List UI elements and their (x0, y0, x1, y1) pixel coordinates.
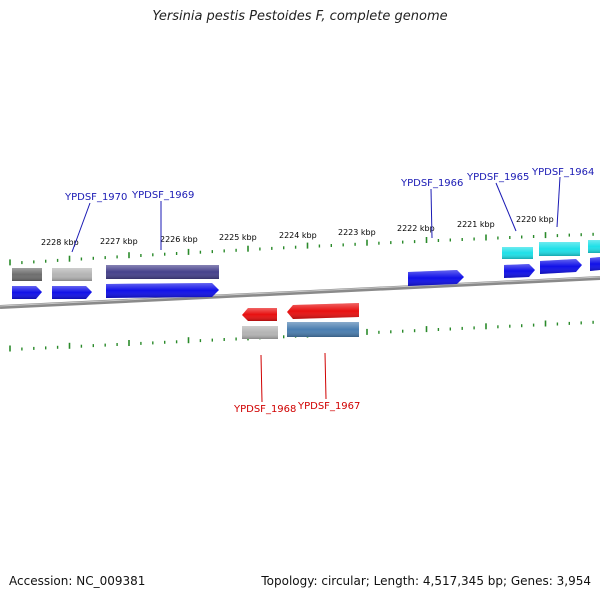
reverse-label-leaders (260, 352, 327, 403)
scale-label: 2221 kbp (457, 220, 495, 229)
outer-tick-ring (9, 232, 594, 266)
gene-label-YPDSF_1970[interactable]: YPDSF_1970 (64, 192, 127, 203)
leader-line (71, 202, 91, 253)
genome-backbone-highlight (0, 276, 600, 307)
gene-label-YPDSF_1965[interactable]: YPDSF_1965 (466, 172, 529, 183)
genome-title: Yersinia pestis Pestoides F, complete ge… (152, 9, 448, 24)
scale-label: 2224 kbp (279, 231, 317, 240)
scale-label: 2227 kbp (100, 237, 138, 246)
reverse-cog-track (242, 322, 359, 339)
accession-text: Accession: NC_009381 (9, 574, 146, 588)
reverse-gene-track (242, 303, 359, 321)
scale-labels: 2228 kbp 2227 kbp 2226 kbp 2225 kbp 2224… (41, 215, 554, 247)
scale-label: 2222 kbp (397, 224, 435, 233)
gene-label-YPDSF_1964[interactable]: YPDSF_1964 (531, 167, 594, 178)
scale-label: 2223 kbp (338, 228, 376, 237)
gene-label-YPDSF_1968[interactable]: YPDSF_1968 (233, 404, 296, 415)
leader-line (556, 176, 561, 228)
genome-backbone (0, 276, 600, 309)
forward-label-leaders (71, 176, 561, 253)
leader-line (260, 354, 263, 403)
scale-label: 2220 kbp (516, 215, 554, 224)
scale-label: 2225 kbp (219, 233, 257, 242)
forward-cog-track (12, 240, 600, 281)
leader-line (430, 188, 433, 239)
forward-gene-labels: YPDSF_1970 YPDSF_1969 YPDSF_1966 YPDSF_1… (64, 167, 594, 203)
gene-label-YPDSF_1966[interactable]: YPDSF_1966 (400, 178, 463, 189)
reverse-gene-labels: YPDSF_1968 YPDSF_1967 (233, 401, 360, 415)
scale-label: 2226 kbp (160, 235, 198, 244)
scale-label: 2228 kbp (41, 238, 79, 247)
leader-line (495, 182, 517, 232)
leader-line (324, 352, 327, 400)
genome-summary-text: Topology: circular; Length: 4,517,345 bp… (261, 574, 591, 588)
forward-gene-track (12, 257, 600, 299)
gene-label-YPDSF_1969[interactable]: YPDSF_1969 (131, 190, 194, 201)
gene-label-YPDSF_1967[interactable]: YPDSF_1967 (297, 401, 360, 412)
